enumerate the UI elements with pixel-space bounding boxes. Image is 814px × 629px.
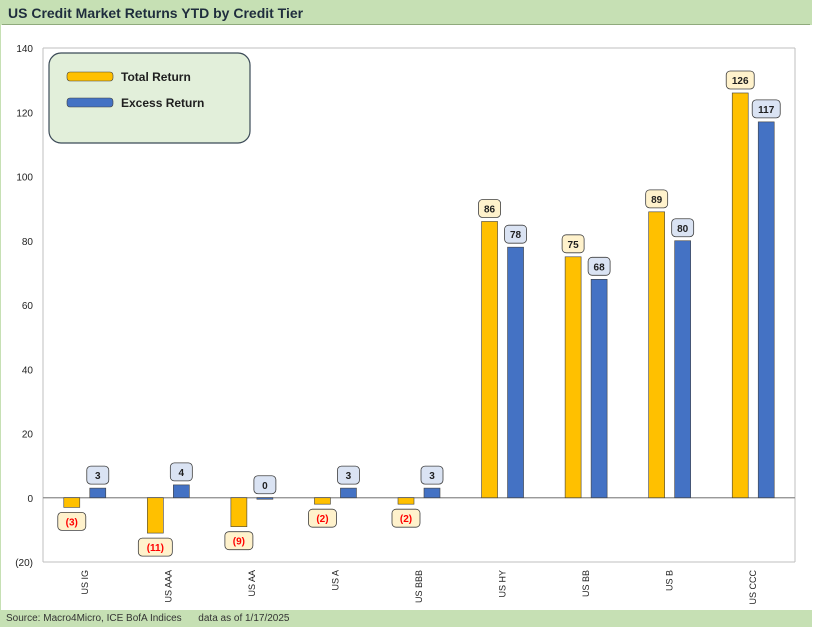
total-return-bar-3	[314, 497, 331, 505]
total-return-label-0: (3)	[66, 517, 78, 528]
excess-return-label-box-6	[587, 256, 611, 276]
excess-return-label-box-4	[420, 465, 444, 485]
total-return-bar-7	[648, 211, 665, 499]
excess-return-label-1: 4	[179, 468, 185, 479]
excess-return-bar-6	[590, 279, 608, 499]
total-return-label-8: 126	[732, 76, 749, 87]
total-return-bar-2	[230, 497, 248, 527]
excess-return-label-box-3	[337, 465, 360, 485]
excess-return-label-box-0	[86, 465, 110, 485]
excess-return-label-8: 117	[758, 105, 775, 116]
excess-return-bar-8	[757, 121, 775, 499]
excess-return-bar-2	[256, 497, 274, 500]
legend-swatch-excess-return	[66, 97, 114, 108]
y-tick-label: 80	[22, 237, 34, 248]
excess-return-label-box-7	[671, 218, 695, 238]
footer: Source: Macro4Micro, ICE BofA Indices da…	[6, 613, 289, 624]
total-return-label-box-7	[645, 189, 669, 209]
excess-return-label-5: 78	[510, 230, 522, 241]
excess-return-label-box-2	[253, 475, 277, 495]
total-return-label-box-6	[561, 234, 585, 254]
total-return-bar-4	[397, 497, 415, 505]
excess-return-label-4: 3	[429, 471, 435, 482]
total-return-label-3: (2)	[316, 514, 328, 525]
excess-return-bar-4	[423, 487, 441, 499]
y-tick-label: 100	[16, 173, 33, 184]
source-note: Source: Macro4Micro, ICE BofA Indices	[6, 613, 182, 624]
x-tick-label-7: US B	[665, 570, 675, 591]
total-return-label-box-5	[478, 199, 501, 218]
x-tick-label-8: US CCC	[748, 570, 758, 605]
excess-return-bar-7	[674, 240, 691, 499]
excess-return-label-box-1	[169, 462, 193, 482]
total-return-label-box-3	[308, 508, 337, 528]
total-return-label-box-0	[57, 511, 87, 531]
x-tick-label-4: US BBB	[414, 570, 424, 603]
legend-swatch-total-return	[66, 71, 114, 82]
y-tick-label: 20	[22, 430, 34, 441]
x-tick-label-5: US HY	[498, 570, 508, 598]
x-tick-label-2: US AA	[247, 570, 257, 597]
total-return-bar-6	[564, 256, 582, 499]
excess-return-bar-0	[89, 487, 107, 499]
excess-return-label-0: 3	[95, 471, 101, 482]
legend-label-excess-return: Excess Return	[121, 96, 204, 110]
y-tick-label: (20)	[15, 558, 33, 569]
title-bar: US Credit Market Returns YTD by Credit T…	[2, 2, 810, 25]
total-return-label-7: 89	[651, 195, 663, 206]
excess-return-bar-1	[173, 484, 190, 499]
y-tick-label: 120	[16, 108, 33, 119]
total-return-label-4: (2)	[400, 514, 412, 525]
excess-return-label-box-5	[504, 224, 527, 244]
total-return-bar-8	[731, 92, 749, 499]
total-return-label-1: (11)	[147, 543, 164, 554]
total-return-label-6: 75	[568, 240, 580, 251]
excess-return-label-box-8	[751, 99, 781, 119]
chart-title: US Credit Market Returns YTD by Credit T…	[8, 5, 304, 21]
y-tick-label: 60	[22, 301, 34, 312]
total-return-label-5: 86	[484, 204, 496, 215]
excess-return-bar-3	[340, 487, 357, 499]
bar-chart: (20) 0 20 40 60 80 100 120 140 (3) 3 US IG (11) 4 US A…	[15, 44, 796, 605]
excess-return-label-2: 0	[262, 481, 268, 492]
total-return-bar-5	[481, 221, 498, 499]
total-return-label-box-1	[137, 537, 173, 557]
x-tick-label-0: US IG	[80, 570, 90, 595]
x-tick-label-1: US AAA	[163, 570, 173, 603]
total-return-label-box-8	[725, 70, 755, 90]
total-return-bar-0	[63, 497, 81, 508]
plot-area: (20) 0 20 40 60 80 100 120 140 (3) 3 US IG (11) 4 US A…	[1, 25, 812, 610]
total-return-label-2: (9)	[233, 537, 245, 548]
excess-return-label-7: 80	[677, 224, 689, 235]
date-note: data as of 1/17/2025	[198, 613, 290, 624]
y-tick-label: 140	[16, 44, 33, 55]
x-tick-label-3: US A	[330, 570, 340, 591]
total-return-bar-1	[147, 497, 164, 534]
excess-return-label-3: 3	[346, 471, 352, 482]
legend-label-total-return: Total Return	[121, 70, 191, 84]
total-return-label-box-2	[224, 531, 254, 551]
excess-return-label-6: 68	[594, 262, 606, 273]
total-return-label-box-4	[391, 508, 421, 528]
y-tick-label: 0	[27, 494, 33, 505]
legend: Total Return Excess Return	[48, 52, 251, 144]
y-tick-label: 40	[22, 365, 34, 376]
excess-return-bar-5	[507, 246, 524, 499]
x-tick-label-6: US BB	[581, 570, 591, 597]
